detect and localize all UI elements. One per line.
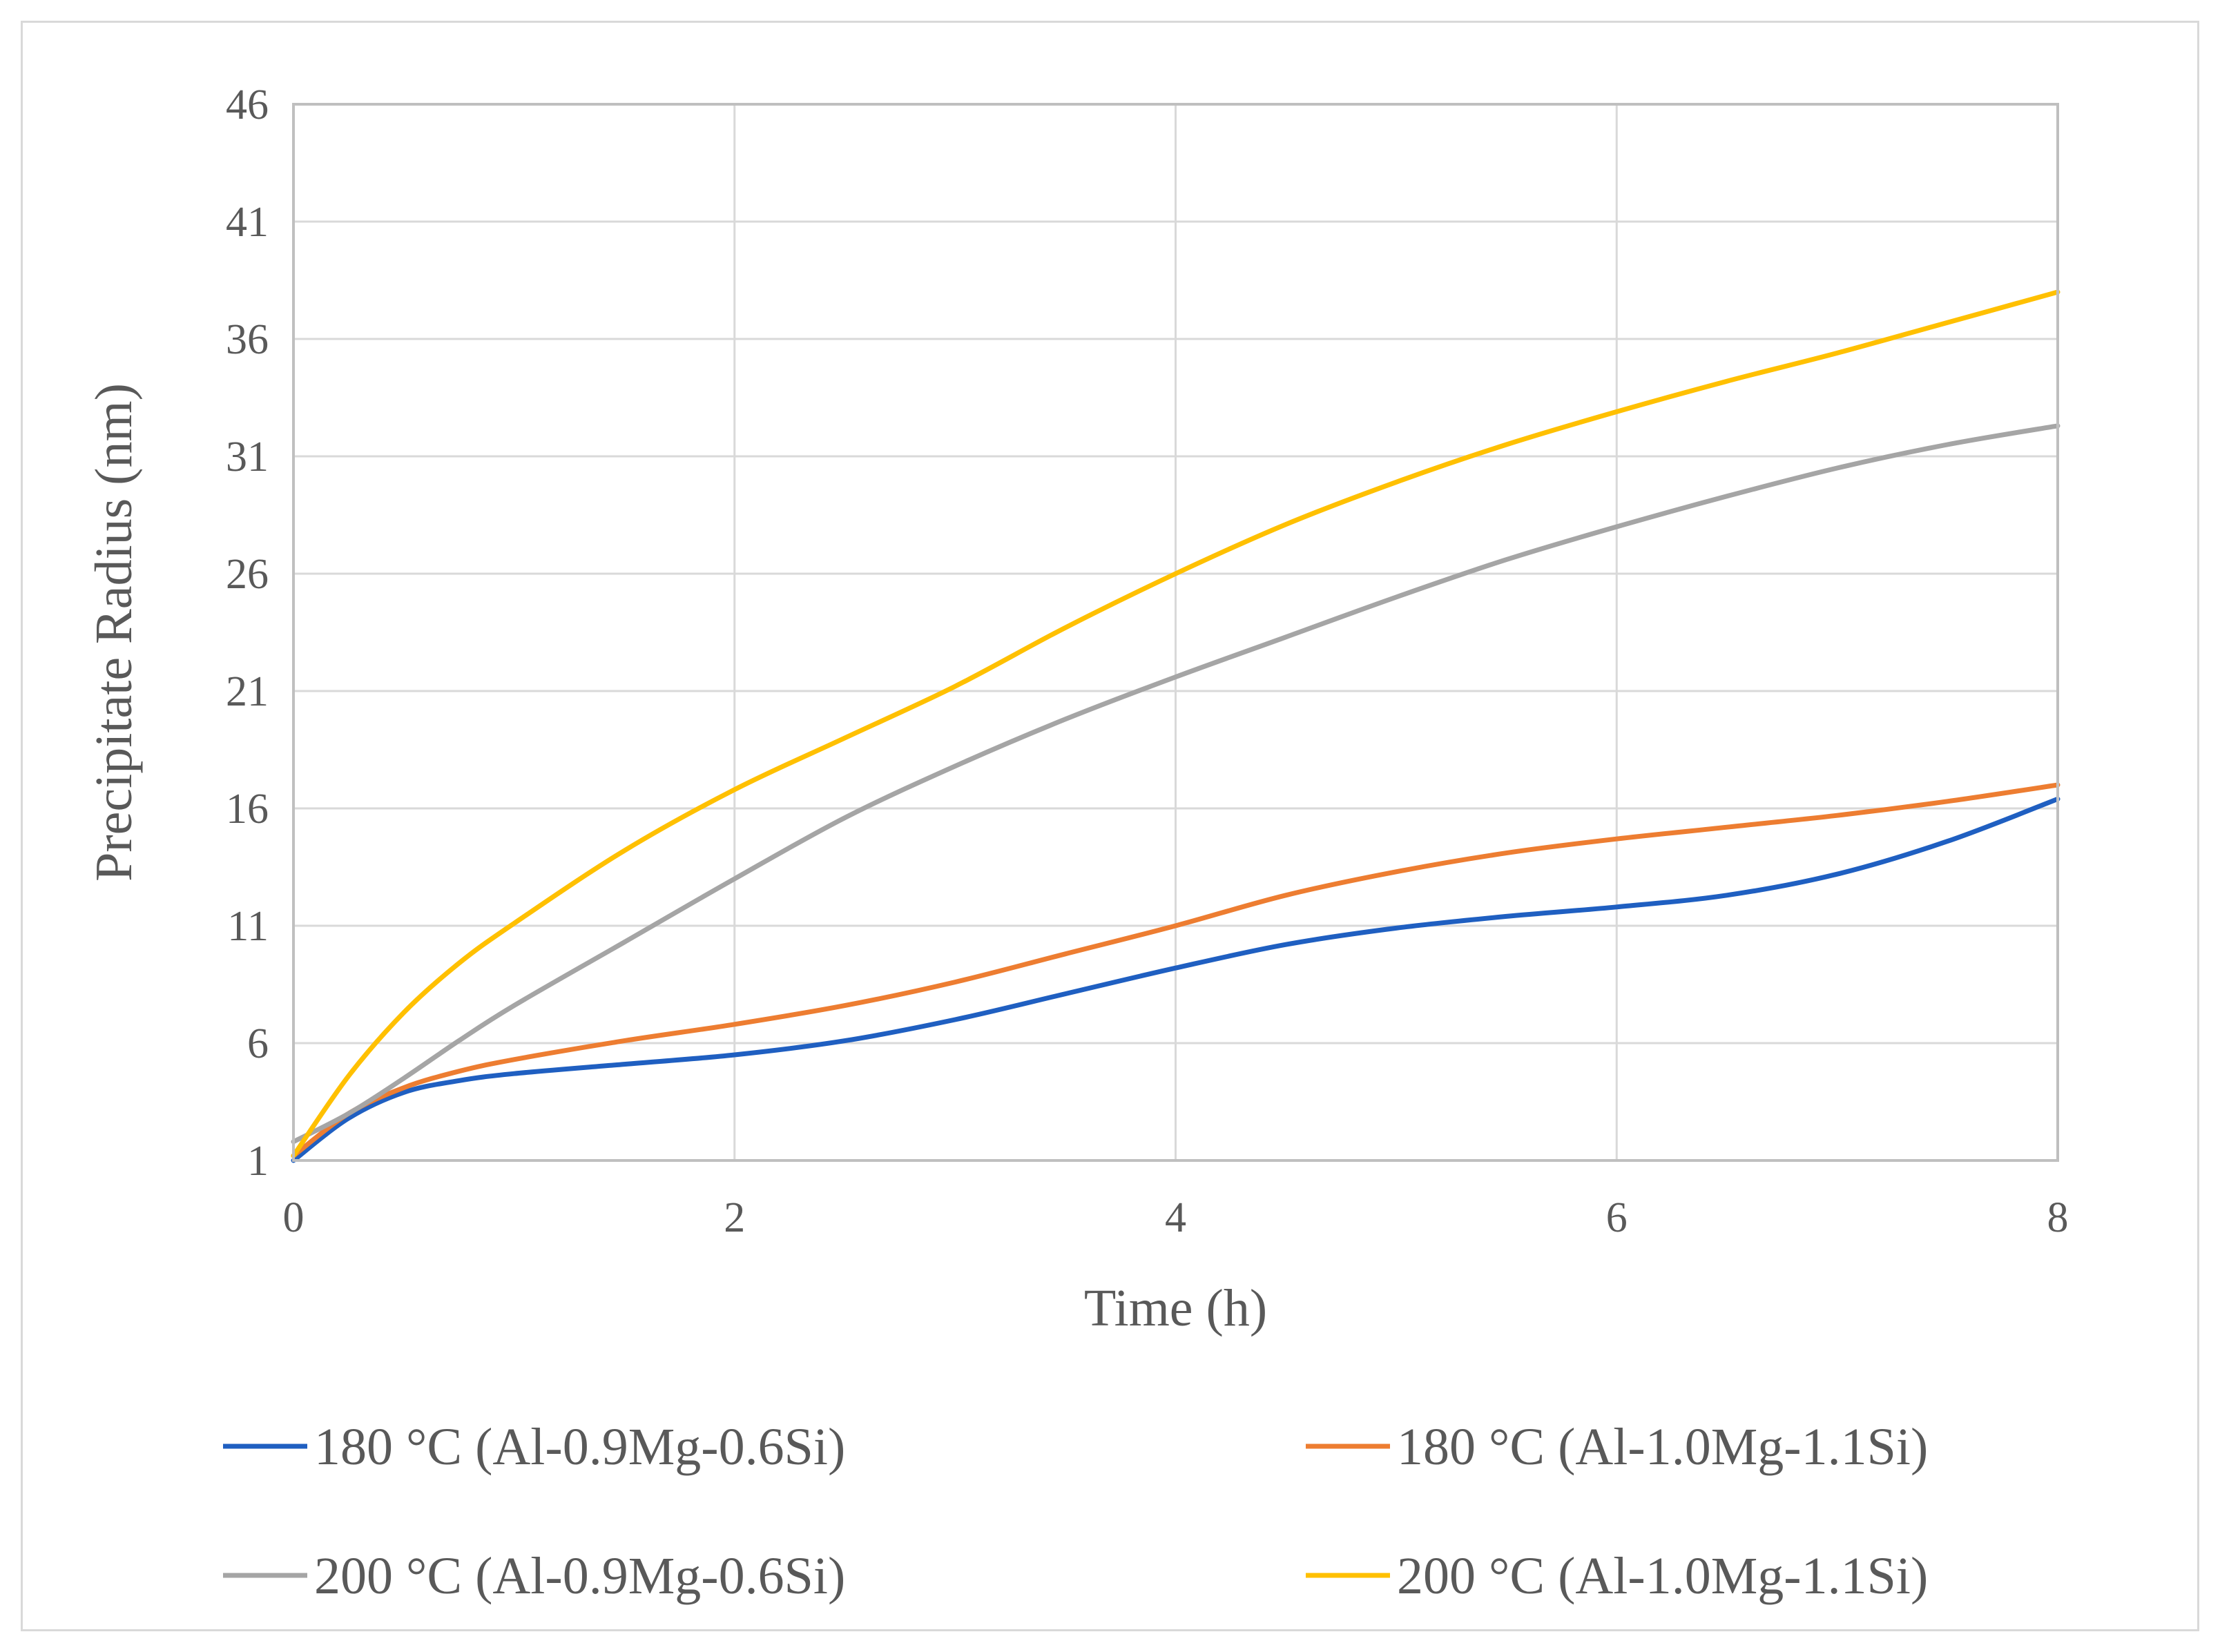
series-lines [291, 289, 2060, 1163]
legend-label: 180 °C (Al-1.0Mg-1.1Si) [1397, 1418, 1928, 1476]
legend-item-3: 200 °C (Al-0.9Mg-0.6Si) [223, 1547, 845, 1605]
y-tick-label: 31 [226, 434, 269, 480]
gridlines [293, 104, 2058, 1160]
legend-item-2: 180 °C (Al-1.0Mg-1.1Si) [1306, 1418, 1928, 1476]
y-tick-label: 26 [226, 551, 269, 598]
y-tick-label: 46 [226, 81, 269, 128]
series-line-4 [291, 289, 2060, 1158]
legend-label: 200 °C (Al-0.9Mg-0.6Si) [314, 1547, 845, 1605]
legend: 180 °C (Al-0.9Mg-0.6Si) 180 °C (Al-1.0Mg-… [223, 1418, 1928, 1605]
y-tick-label: 16 [226, 786, 269, 833]
series-line-1 [291, 796, 2060, 1163]
x-tick-label: 2 [724, 1194, 745, 1241]
y-tick-label: 6 [247, 1020, 269, 1067]
chart-frame [21, 21, 2199, 1631]
x-tick-label: 0 [283, 1194, 305, 1241]
series-line-3 [291, 423, 2060, 1145]
legend-label: 200 °C (Al-1.0Mg-1.1Si) [1397, 1547, 1928, 1605]
y-tick-label: 36 [226, 316, 269, 363]
plot-area-border [292, 103, 2059, 1162]
legend-label: 180 °C (Al-0.9Mg-0.6Si) [314, 1418, 845, 1476]
y-tick-label: 41 [226, 199, 269, 246]
x-tick-label: 6 [1606, 1194, 1628, 1241]
x-tick-label: 4 [1165, 1194, 1186, 1241]
x-axis-title: Time (h) [1084, 1279, 1267, 1337]
x-tick-label: 8 [2047, 1194, 2069, 1241]
legend-item-4: 200 °C (Al-1.0Mg-1.1Si) [1306, 1547, 1928, 1605]
series-line-2 [291, 782, 2060, 1158]
legend-item-1: 180 °C (Al-0.9Mg-0.6Si) [223, 1418, 845, 1476]
y-tick-label: 1 [247, 1138, 269, 1185]
y-tick-label: 11 [227, 903, 269, 950]
y-tick-label: 21 [226, 668, 269, 715]
y-axis-title: Precipitate Radius (nm) [85, 383, 143, 882]
